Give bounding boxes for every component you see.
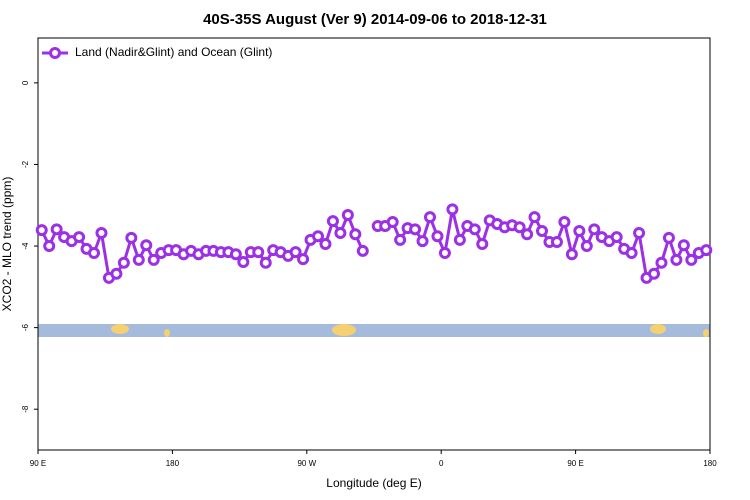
y-axis-label: XCO2 - MLO trend (ppm) xyxy=(0,177,14,312)
point xyxy=(431,230,444,243)
point xyxy=(386,215,399,228)
point xyxy=(117,256,130,269)
legend-marker xyxy=(49,47,61,59)
point xyxy=(625,246,638,259)
x-tick-label: 90 W xyxy=(297,459,316,468)
point xyxy=(558,215,571,228)
point xyxy=(453,233,466,246)
point xyxy=(633,226,646,239)
point xyxy=(424,211,436,224)
legend-label: Land (Nadir&Glint) and Ocean (Glint) xyxy=(75,45,272,59)
point xyxy=(147,253,160,266)
y-tick-label: -8 xyxy=(21,405,30,413)
point xyxy=(50,223,63,236)
point xyxy=(416,235,429,248)
point xyxy=(95,226,108,239)
point xyxy=(289,246,302,259)
point xyxy=(132,253,145,266)
point xyxy=(110,267,123,280)
point xyxy=(88,246,100,259)
point xyxy=(341,209,354,222)
point xyxy=(356,244,369,257)
point xyxy=(409,223,422,236)
point xyxy=(73,231,86,244)
point xyxy=(536,224,548,237)
point xyxy=(528,211,541,224)
y-tick-label: -4 xyxy=(21,242,30,250)
chart-title: 40S-35S August (Ver 9) 2014-09-06 to 201… xyxy=(203,11,547,28)
point xyxy=(229,248,242,261)
y-tick-label: -6 xyxy=(21,324,30,332)
point xyxy=(700,244,713,257)
point xyxy=(312,230,324,243)
point xyxy=(468,223,481,236)
x-tick-label: 90 E xyxy=(567,459,583,468)
point xyxy=(125,231,138,244)
point xyxy=(573,224,586,237)
y-tick-label: 0 xyxy=(21,80,30,85)
x-tick-label: 180 xyxy=(166,459,180,468)
point xyxy=(394,233,407,246)
point xyxy=(580,240,593,253)
point xyxy=(610,231,623,244)
point xyxy=(677,239,690,252)
land-strip xyxy=(38,324,710,337)
x-tick-label: 90 E xyxy=(30,459,46,468)
x-axis-label: Longitude (deg E) xyxy=(326,476,421,490)
point xyxy=(140,239,153,252)
point xyxy=(521,228,534,241)
point xyxy=(326,215,339,228)
point xyxy=(35,224,48,237)
point xyxy=(319,238,332,250)
point xyxy=(476,238,489,250)
point xyxy=(670,253,683,266)
point xyxy=(685,253,698,266)
point xyxy=(297,253,310,266)
point xyxy=(259,256,272,269)
point xyxy=(655,256,668,269)
point xyxy=(513,221,526,234)
point xyxy=(334,226,347,239)
y-tick-label: -2 xyxy=(21,160,30,168)
point xyxy=(43,240,56,253)
point xyxy=(446,203,459,216)
point xyxy=(648,267,660,280)
plot-frame xyxy=(37,37,711,451)
point xyxy=(438,246,451,259)
point xyxy=(565,248,578,261)
x-tick-label: 0 xyxy=(439,459,444,468)
legend: Land (Nadir&Glint) and Ocean (Glint) xyxy=(42,45,272,59)
point xyxy=(349,228,362,241)
point xyxy=(662,231,675,244)
point xyxy=(550,235,563,248)
x-tick-label: 180 xyxy=(703,459,717,468)
point xyxy=(588,223,601,236)
point xyxy=(252,246,265,259)
point xyxy=(237,255,250,268)
